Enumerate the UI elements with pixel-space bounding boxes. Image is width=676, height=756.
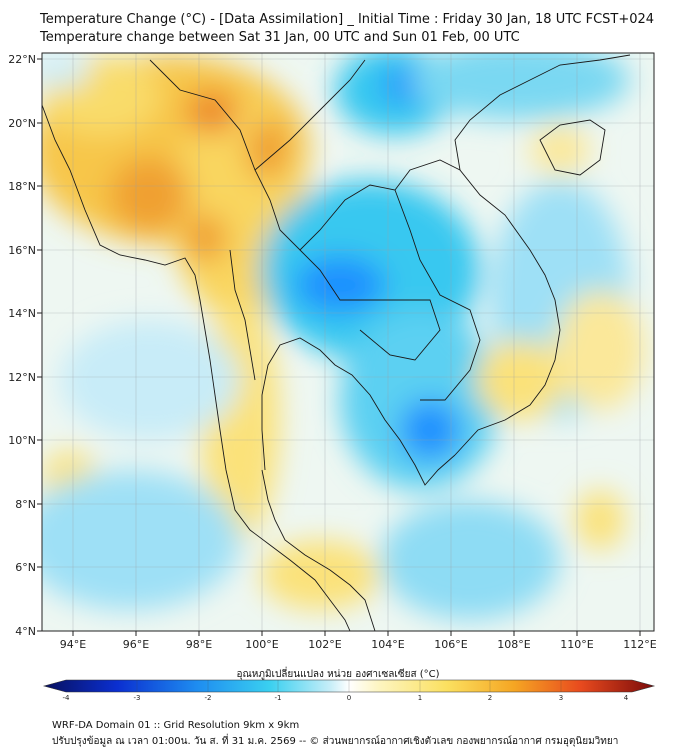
title-line-2: Temperature change between Sat 31 Jan, 0… — [40, 30, 520, 45]
lat-label: 16°N — [8, 244, 36, 257]
colorbar-tick: 4 — [624, 694, 629, 702]
coastline-west — [42, 104, 351, 631]
colorbar-tick: 1 — [418, 694, 422, 702]
lon-label: 98°E — [186, 638, 212, 651]
hot-spot-north — [186, 90, 238, 134]
lat-label: 10°N — [8, 434, 36, 447]
map-frame — [41, 52, 655, 632]
lon-label: 100°E — [245, 638, 278, 651]
coastline-east-peninsula — [261, 469, 376, 631]
lon-label: 102°E — [308, 638, 341, 651]
coastline-vietnam — [454, 54, 631, 456]
lat-label: 12°N — [8, 371, 36, 384]
colorbar-tick: 3 — [559, 694, 563, 702]
footer-line-1: WRF-DA Domain 01 :: Grid Resolution 9km … — [52, 720, 300, 731]
colorbar-body — [42, 679, 656, 693]
axis-ticks — [37, 58, 641, 636]
latitude-labels: 22°N 20°N 18°N 16°N 14°N 12°N 10°N 8°N 6… — [8, 53, 36, 638]
colorbar-tick: -4 — [63, 694, 71, 702]
hot-spot-west — [110, 157, 190, 233]
colorbar-label: อุณหภูมิเปลี่ยนแปลง หน่วย องศาเซลเซียส (… — [236, 669, 440, 680]
lon-label: 96°E — [123, 638, 149, 651]
gridlines — [42, 53, 654, 631]
lon-label: 104°E — [371, 638, 404, 651]
lat-label: 8°N — [15, 498, 36, 511]
colorbar-tick: -2 — [205, 694, 212, 702]
lat-label: 6°N — [15, 561, 36, 574]
lon-label: 106°E — [434, 638, 467, 651]
lat-label: 20°N — [8, 117, 36, 130]
cold-core-central — [295, 257, 385, 313]
lon-label: 108°E — [497, 638, 530, 651]
lon-label: 94°E — [60, 638, 86, 651]
hainan — [539, 119, 606, 176]
coastlines-borders — [42, 54, 631, 631]
lat-label: 22°N — [8, 53, 36, 66]
colorbar-tick: 0 — [347, 694, 351, 702]
footer-line-2: ปรับปรุงข้อมูล ณ เวลา 01:00น. วัน ส. ที่… — [52, 736, 619, 747]
country-borders — [149, 59, 481, 401]
lon-label: 110°E — [560, 638, 593, 651]
colorbar-tick: -1 — [275, 694, 282, 702]
lat-label: 14°N — [8, 307, 36, 320]
colorbar-tick: 2 — [488, 694, 492, 702]
colorbar: -4 -3 -2 -1 0 1 2 3 4 — [42, 679, 656, 702]
colorbar-tick: -3 — [134, 694, 141, 702]
lon-label: 112°E — [623, 638, 656, 651]
lat-label: 4°N — [15, 625, 36, 638]
longitude-labels: 94°E 96°E 98°E 100°E 102°E 104°E 106°E 1… — [60, 638, 657, 651]
gulf-thailand — [261, 337, 456, 486]
title-line-1: Temperature Change (°C) - [Data Assimila… — [40, 12, 655, 27]
lat-label: 18°N — [8, 180, 36, 193]
